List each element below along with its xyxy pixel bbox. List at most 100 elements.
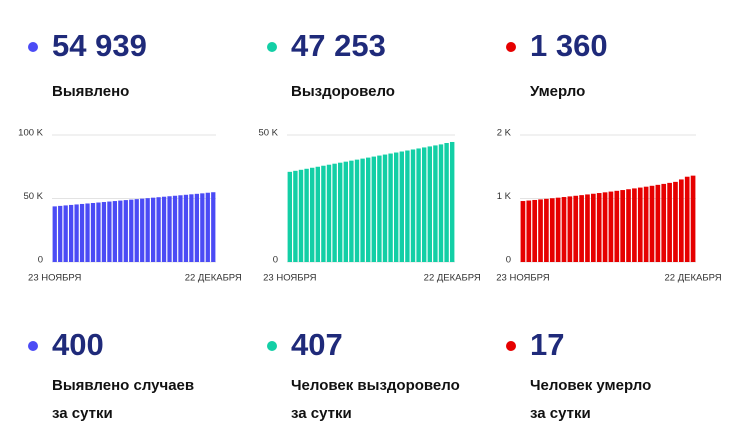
bar [194,193,199,262]
bar [90,202,96,262]
bar [112,201,117,262]
bar [444,143,449,262]
bar [405,150,410,262]
bar [655,184,661,262]
bar [643,186,649,262]
bar [649,185,655,262]
bar [74,204,79,262]
bar [183,194,189,262]
bar [591,193,596,262]
y-tick-label: 1 K [497,191,512,202]
bar [626,189,631,262]
bar [538,199,543,262]
stat-label: Умерло [530,83,585,100]
bar [58,205,63,262]
daily-label: за сутки [291,405,352,422]
bar [332,163,337,262]
daily-label: за сутки [52,405,113,422]
x-tick-label: 22 ДЕКАБРЯ [185,273,242,284]
bar [101,202,107,262]
bar [679,179,684,262]
daily-label: Выявлено случаев [52,377,194,394]
bar [172,195,178,262]
stat-value: 54 939 [52,28,147,63]
daily-value: 407 [291,327,343,362]
bar [167,196,172,262]
bar [343,161,348,262]
x-tick-label: 22 ДЕКАБРЯ [424,273,481,284]
bar [526,200,532,262]
bar [684,176,690,262]
y-tick-label: 0 [506,255,511,266]
bar [602,192,608,262]
bar [205,192,210,262]
bar [85,203,90,262]
x-tick-label: 23 НОЯБРЯ [263,273,316,284]
bar [140,198,145,262]
daily-label: за сутки [530,405,591,422]
bar [399,151,404,262]
bar [549,198,555,262]
bar [573,195,579,262]
bar [673,181,678,262]
bar [388,153,393,262]
status-dot [28,341,38,351]
bar [532,199,537,262]
x-tick-label: 23 НОЯБРЯ [496,273,549,284]
stat-value: 1 360 [530,28,608,63]
bar [567,196,573,262]
bar [178,195,183,262]
bar [298,169,304,262]
bar [134,199,139,262]
y-tick-label: 50 K [23,191,43,202]
bar [304,168,309,262]
status-dot [28,42,38,52]
daily-value: 400 [52,327,104,362]
bar [661,183,667,262]
bar [326,164,332,262]
bar [118,200,123,262]
bar [394,152,399,262]
bar [585,194,590,262]
bar [52,206,57,262]
bar [555,197,561,262]
bar [416,148,421,262]
y-tick-label: 0 [38,255,43,266]
bar [287,171,292,262]
bar [123,200,128,262]
bar [366,157,371,262]
bar [382,154,388,262]
bar [544,198,549,262]
bar [667,182,672,262]
bar [200,193,205,262]
bar [450,141,455,262]
bar [211,192,216,262]
bar [620,190,625,262]
bar [145,198,150,262]
bar [360,158,365,262]
bar [315,166,320,262]
bar [632,188,637,262]
status-dot [267,341,277,351]
bar [310,167,315,262]
y-tick-label: 2 K [497,128,512,139]
bar [433,145,438,262]
daily-label: Человек выздоровело [291,377,460,394]
daily-label: Человек умерло [530,377,651,394]
bar [561,197,567,262]
status-dot [506,341,516,351]
x-tick-label: 22 ДЕКАБРЯ [665,273,722,284]
daily-value: 17 [530,327,564,362]
bar [161,196,167,262]
bar [321,165,326,262]
status-dot [506,42,516,52]
stat-value: 47 253 [291,28,386,63]
bar [410,149,416,262]
y-tick-label: 0 [273,255,278,266]
x-tick-label: 23 НОЯБРЯ [28,273,81,284]
bar [96,202,101,262]
bar [156,197,161,262]
bar [129,199,134,262]
bar [354,159,360,262]
